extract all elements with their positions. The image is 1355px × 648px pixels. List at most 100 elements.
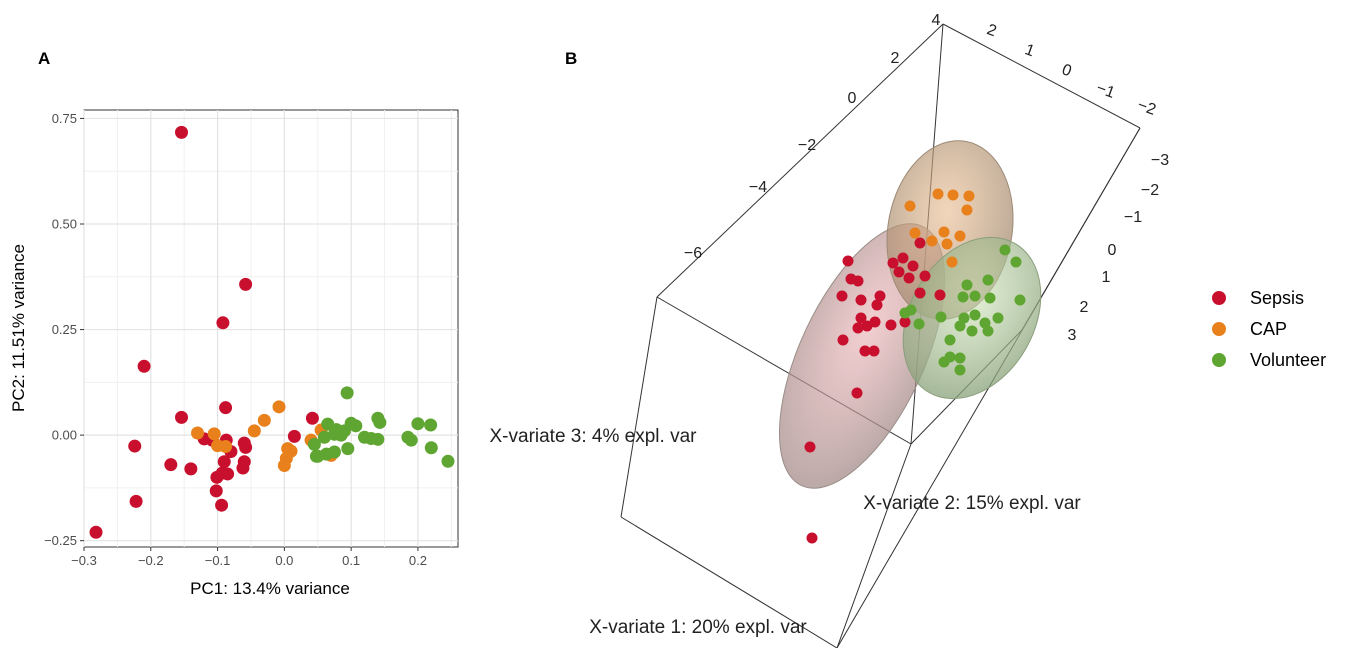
data-point-sepsis xyxy=(217,455,231,469)
x-variate-2-tick-label: 2 xyxy=(984,21,998,40)
data-point-3d-volunteer xyxy=(954,352,966,364)
data-point-volunteer xyxy=(340,386,354,400)
data-point-3d-sepsis xyxy=(893,266,905,278)
legend-label-sepsis: Sepsis xyxy=(1250,288,1304,308)
data-point-cap xyxy=(191,426,205,440)
data-point-3d-sepsis xyxy=(855,312,867,324)
x-variate-3-tick-label: −3 xyxy=(1151,152,1169,169)
data-point-3d-cap xyxy=(932,188,944,200)
pca-plot-area xyxy=(83,109,459,548)
data-point-3d-volunteer xyxy=(957,291,969,303)
data-point-3d-sepsis xyxy=(855,294,867,306)
x-tick-label: 0.2 xyxy=(409,553,427,568)
data-point-cap xyxy=(247,424,261,438)
legend-key-volunteer xyxy=(1212,353,1226,367)
data-point-3d-volunteer xyxy=(982,325,994,337)
x-variate-3-tick-label: 0 xyxy=(1108,242,1117,259)
data-point-volunteer xyxy=(404,433,418,447)
legend: Sepsis CAP Volunteer xyxy=(1212,288,1326,370)
data-point-3d-sepsis xyxy=(899,316,911,328)
x-variate-3-tick-label: 3 xyxy=(1068,327,1077,344)
data-point-sepsis xyxy=(239,277,253,291)
x-tick-label: −0.2 xyxy=(138,553,164,568)
data-point-sepsis xyxy=(215,466,229,480)
data-point-3d-volunteer xyxy=(944,334,956,346)
data-point-3d-sepsis xyxy=(907,260,919,272)
x-variate-2-tick-label: 0 xyxy=(1059,61,1073,80)
x-variate-3-tick-label: 2 xyxy=(1080,299,1089,316)
box-edge xyxy=(620,516,838,648)
data-point-volunteer xyxy=(307,437,321,451)
data-point-3d-sepsis xyxy=(804,441,816,453)
data-point-3d-sepsis xyxy=(914,287,926,299)
data-point-sepsis xyxy=(287,429,301,443)
data-point-volunteer xyxy=(373,415,387,429)
x-variate-3-label: X-variate 3: 4% expl. var xyxy=(490,426,698,447)
data-point-sepsis xyxy=(236,461,250,475)
data-point-3d-cap xyxy=(963,190,975,202)
data-point-sepsis xyxy=(129,494,143,508)
data-point-3d-sepsis xyxy=(861,320,873,332)
data-point-3d-sepsis xyxy=(852,322,864,334)
data-point-3d-volunteer xyxy=(935,311,947,323)
data-point-volunteer xyxy=(411,417,425,431)
y-tick-label: 0.50 xyxy=(52,217,77,232)
x-variate-1-tick-label: −2 xyxy=(798,137,816,154)
x-variate-2-tick-label: 1 xyxy=(1022,41,1036,60)
data-point-3d-sepsis xyxy=(885,319,897,331)
x-variate-3-tick-label: −2 xyxy=(1141,182,1159,199)
data-point-sepsis xyxy=(175,410,189,424)
box-edge xyxy=(836,443,912,648)
data-point-cap xyxy=(207,427,221,441)
data-point-3d-cap xyxy=(904,200,916,212)
x-tick-label: 0.1 xyxy=(342,553,360,568)
data-point-sepsis xyxy=(137,359,151,373)
data-point-3d-sepsis xyxy=(897,252,909,264)
data-point-3d-sepsis xyxy=(903,272,915,284)
data-point-3d-volunteer xyxy=(899,307,911,319)
data-point-3d-sepsis xyxy=(919,270,931,282)
data-point-cap xyxy=(277,459,291,473)
panel-label-b: B xyxy=(565,49,577,68)
data-point-3d-sepsis xyxy=(887,257,899,269)
x-variate-1-tick-label: 0 xyxy=(848,90,857,107)
data-point-3d-sepsis xyxy=(837,334,849,346)
legend-key-sepsis xyxy=(1212,291,1226,305)
data-point-3d-sepsis xyxy=(934,289,946,301)
data-point-3d-cap xyxy=(961,204,973,216)
y-tick-label: 0.75 xyxy=(52,111,77,126)
data-point-3d-sepsis xyxy=(806,532,818,544)
data-point-3d-volunteer xyxy=(961,279,973,291)
data-point-3d-sepsis xyxy=(836,290,848,302)
data-point-cap xyxy=(272,400,286,414)
data-point-3d-cap xyxy=(954,230,966,242)
data-point-sepsis xyxy=(239,440,253,454)
x-variate-3-tick-label: −1 xyxy=(1124,209,1142,226)
x-variate-2-label: X-variate 2: 15% expl. var xyxy=(863,493,1081,514)
data-point-3d-cap xyxy=(938,226,950,238)
legend-key-cap xyxy=(1212,322,1226,336)
data-point-sepsis xyxy=(219,401,233,415)
data-point-volunteer xyxy=(317,430,331,444)
x-variate-2-tick-label: −1 xyxy=(1094,80,1117,102)
data-point-volunteer xyxy=(424,441,438,455)
pca-x-axis-title: PC1: 13.4% variance xyxy=(190,579,350,598)
pca-scatter-plot: −0.3 −0.2 −0.1 0.0 0.1 0.2 −0.25 0.00 0.25 0.50 0.… xyxy=(9,109,459,598)
data-point-sepsis xyxy=(305,411,319,425)
data-point-volunteer xyxy=(327,427,341,441)
data-point-3d-cap xyxy=(926,235,938,247)
legend-label-cap: CAP xyxy=(1250,319,1287,339)
x-tick-label: 0.0 xyxy=(275,553,293,568)
box-edge xyxy=(656,23,944,298)
x-variate-1-label: X-variate 1: 20% expl. var xyxy=(589,617,807,638)
data-point-3d-volunteer xyxy=(938,356,950,368)
data-point-volunteer xyxy=(311,449,325,463)
x-variate-2-tick-label: −2 xyxy=(1135,97,1158,119)
data-point-cap xyxy=(257,413,271,427)
data-point-3d-volunteer xyxy=(999,244,1011,256)
data-point-sepsis xyxy=(184,462,198,476)
box-edge xyxy=(942,23,1141,129)
data-point-3d-volunteer xyxy=(1014,294,1026,306)
data-point-volunteer xyxy=(424,418,438,432)
data-point-3d-volunteer xyxy=(954,364,966,376)
